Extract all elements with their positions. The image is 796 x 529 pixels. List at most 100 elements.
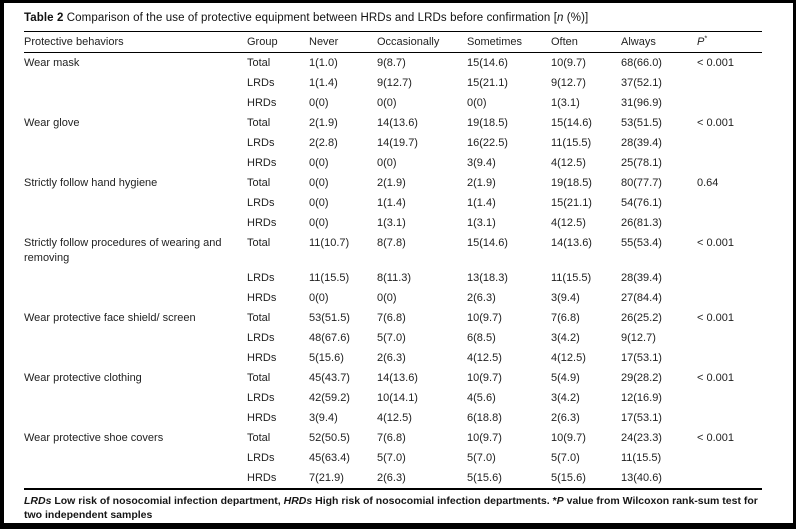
cell-often: 15(21.1) bbox=[551, 197, 592, 209]
cell-often: 10(9.7) bbox=[551, 432, 586, 444]
cell-group: Total bbox=[247, 57, 271, 69]
cell-p: < 0.001 bbox=[697, 57, 735, 69]
cell-group: LRDs bbox=[247, 77, 275, 89]
cell-often: 15(14.6) bbox=[551, 117, 592, 129]
cell-behavior bbox=[24, 73, 247, 93]
cell-never: 5(15.6) bbox=[309, 352, 344, 364]
cell-occasionally: 0(0) bbox=[377, 157, 397, 169]
table-row: LRDs 11(15.5) 8(11.3) 13(18.3) 11(15.5) 28(39… bbox=[24, 268, 762, 288]
cell-group: LRDs bbox=[247, 332, 275, 344]
cell-sometimes: 10(9.7) bbox=[467, 432, 502, 444]
cell-behavior bbox=[24, 193, 247, 213]
cell-p: < 0.001 bbox=[697, 372, 735, 384]
cell-often: 14(13.6) bbox=[551, 237, 592, 249]
cell-p bbox=[697, 388, 762, 408]
cell-occasionally: 4(12.5) bbox=[377, 412, 412, 424]
cell-group: LRDs bbox=[247, 392, 275, 404]
cell-group: HRDs bbox=[247, 292, 277, 304]
cell-never: 52(50.5) bbox=[309, 432, 350, 444]
cell-p: < 0.001 bbox=[697, 237, 735, 249]
table-row: HRDs 7(21.9) 2(6.3) 5(15.6) 5(15.6) 13(40.6) bbox=[24, 468, 762, 489]
cell-never: 2(1.9) bbox=[309, 117, 338, 129]
cell-group: HRDs bbox=[247, 412, 277, 424]
cell-occasionally: 1(1.4) bbox=[377, 197, 406, 209]
cell-sometimes: 6(18.8) bbox=[467, 412, 502, 424]
cell-behavior bbox=[24, 448, 247, 468]
cell-always: 27(84.4) bbox=[621, 292, 662, 304]
header-never: Never bbox=[309, 31, 377, 53]
table-row: Wear protective shoe covers Total 52(50.5)… bbox=[24, 428, 762, 448]
cell-sometimes: 4(5.6) bbox=[467, 392, 496, 404]
cell-never: 42(59.2) bbox=[309, 392, 350, 404]
cell-often: 3(4.2) bbox=[551, 332, 580, 344]
cell-sometimes: 2(6.3) bbox=[467, 292, 496, 304]
cell-always: 55(53.4) bbox=[621, 237, 662, 249]
cell-never: 0(0) bbox=[309, 177, 329, 189]
cell-p bbox=[697, 153, 762, 173]
cell-often: 5(7.0) bbox=[551, 452, 580, 464]
cell-always: 28(39.4) bbox=[621, 137, 662, 149]
cell-p bbox=[697, 268, 762, 288]
cell-often: 7(6.8) bbox=[551, 312, 580, 324]
cell-sometimes: 1(1.4) bbox=[467, 197, 496, 209]
header-often: Often bbox=[551, 31, 621, 53]
cell-occasionally: 14(19.7) bbox=[377, 137, 418, 149]
cell-sometimes: 6(8.5) bbox=[467, 332, 496, 344]
cell-often: 11(15.5) bbox=[551, 272, 592, 284]
cell-sometimes: 15(21.1) bbox=[467, 77, 508, 89]
cell-sometimes: 2(1.9) bbox=[467, 177, 496, 189]
cell-occasionally: 8(11.3) bbox=[377, 272, 412, 284]
header-sometimes: Sometimes bbox=[467, 31, 551, 53]
cell-p bbox=[697, 213, 762, 233]
cell-group: LRDs bbox=[247, 197, 275, 209]
cell-p: < 0.001 bbox=[697, 117, 735, 129]
cell-often: 10(9.7) bbox=[551, 57, 586, 69]
figure-inner: Table 2 Comparison of the use of protect… bbox=[4, 3, 793, 522]
cell-always: 68(66.0) bbox=[621, 57, 662, 69]
cell-never: 11(10.7) bbox=[309, 237, 350, 249]
cell-often: 9(12.7) bbox=[551, 77, 586, 89]
p-asterisk: * bbox=[704, 33, 708, 43]
table-body: Wear mask Total 1(1.0) 9(8.7) 15(14.6) 10(9.7… bbox=[24, 53, 762, 489]
cell-always: 80(77.7) bbox=[621, 177, 662, 189]
cell-never: 48(67.6) bbox=[309, 332, 350, 344]
cell-p bbox=[697, 408, 762, 428]
cell-occasionally: 14(13.6) bbox=[377, 117, 418, 129]
cell-never: 2(2.8) bbox=[309, 137, 338, 149]
cell-always: 12(16.9) bbox=[621, 392, 662, 404]
cell-sometimes: 10(9.7) bbox=[467, 372, 502, 384]
cell-group: Total bbox=[247, 312, 271, 324]
cell-never: 0(0) bbox=[309, 97, 329, 109]
comparison-table: Protective behaviors Group Never Occasio… bbox=[24, 31, 762, 490]
cell-p: < 0.001 bbox=[697, 312, 735, 324]
cell-behavior bbox=[24, 328, 247, 348]
cell-occasionally: 2(1.9) bbox=[377, 177, 406, 189]
cell-behavior: Wear protective face shield/ screen bbox=[24, 312, 196, 324]
cell-occasionally: 0(0) bbox=[377, 292, 397, 304]
cell-sometimes: 10(9.7) bbox=[467, 312, 502, 324]
cell-behavior bbox=[24, 388, 247, 408]
cell-group: Total bbox=[247, 117, 271, 129]
cell-sometimes: 3(9.4) bbox=[467, 157, 496, 169]
cell-sometimes: 0(0) bbox=[467, 97, 487, 109]
cell-occasionally: 7(6.8) bbox=[377, 312, 406, 324]
cell-group: LRDs bbox=[247, 137, 275, 149]
cell-behavior: Wear mask bbox=[24, 57, 80, 69]
header-occasionally: Occasionally bbox=[377, 31, 467, 53]
cell-group: Total bbox=[247, 372, 271, 384]
cell-sometimes: 16(22.5) bbox=[467, 137, 508, 149]
cell-occasionally: 9(12.7) bbox=[377, 77, 412, 89]
cell-never: 53(51.5) bbox=[309, 312, 350, 324]
header-protective-behaviors: Protective behaviors bbox=[24, 31, 247, 53]
cell-occasionally: 5(7.0) bbox=[377, 332, 406, 344]
cell-occasionally: 14(13.6) bbox=[377, 372, 418, 384]
cell-group: HRDs bbox=[247, 157, 277, 169]
cell-occasionally: 9(8.7) bbox=[377, 57, 406, 69]
cell-often: 3(9.4) bbox=[551, 292, 580, 304]
cell-behavior bbox=[24, 288, 247, 308]
table-row: Strictly follow procedures of wearing an… bbox=[24, 233, 762, 268]
cell-never: 7(21.9) bbox=[309, 472, 344, 484]
cell-occasionally: 2(6.3) bbox=[377, 352, 406, 364]
cell-never: 1(1.0) bbox=[309, 57, 338, 69]
cell-always: 17(53.1) bbox=[621, 412, 662, 424]
